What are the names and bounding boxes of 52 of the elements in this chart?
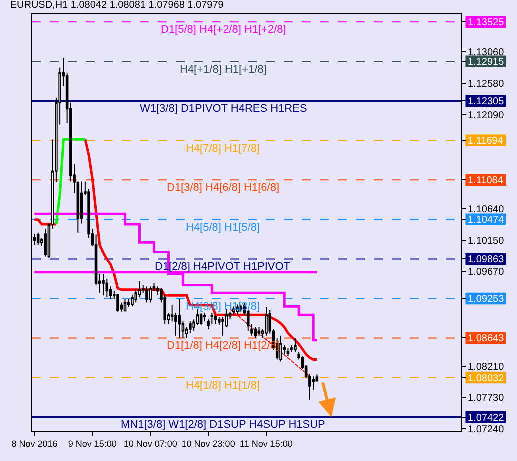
candlestick bbox=[265, 306, 268, 336]
y-tick-label: 1.12580 bbox=[468, 78, 505, 90]
y-tick-label: 1.12090 bbox=[468, 110, 505, 122]
candlestick bbox=[294, 338, 297, 352]
candlestick bbox=[178, 299, 181, 339]
y-tick-label: 1.08210 bbox=[468, 362, 505, 373]
ref-line-label: D1[5/8] H4[+2/8] H1[+2/8] bbox=[161, 24, 286, 36]
candlestick bbox=[286, 348, 290, 358]
y-tick-label: 1.11694 bbox=[468, 136, 504, 148]
y-tick-label: 1.13525 bbox=[468, 18, 505, 29]
y-tick-label: 1.09863 bbox=[468, 254, 505, 266]
y-tick-label: 1.10474 bbox=[468, 215, 505, 226]
ref-line-label: H4[7/8] H1[7/8] bbox=[186, 143, 260, 155]
x-tick-label: 9 Nov 15:00 bbox=[68, 438, 117, 449]
y-tick-label: 1.10640 bbox=[468, 204, 505, 216]
y-tick-label: 1.09253 bbox=[468, 294, 505, 306]
chart-title: EURUSD,H1 1.08042 1.08081 1.07968 1.07979 bbox=[10, 0, 224, 11]
candlestick bbox=[44, 228, 47, 258]
y-tick-label: 1.12305 bbox=[468, 96, 505, 108]
candlestick bbox=[146, 286, 148, 304]
ref-line-label: H4[5/8] H1[5/8] bbox=[186, 222, 260, 234]
ref-line-label: W1[3/8] D1PIVOT H4RES H1RES bbox=[140, 103, 308, 115]
candlestick bbox=[258, 326, 261, 336]
x-tick-label: 10 Nov 07:00 bbox=[124, 438, 178, 449]
candlestick bbox=[214, 314, 218, 325]
x-tick-label: 10 Nov 23:00 bbox=[182, 438, 236, 449]
y-tick-label: 1.07240 bbox=[468, 424, 505, 436]
candlestick bbox=[116, 294, 120, 312]
ref-line-label: H4[1/8] H1[1/8] bbox=[186, 380, 260, 392]
candlestick bbox=[106, 278, 109, 298]
candlestick bbox=[200, 312, 203, 326]
candlestick bbox=[149, 286, 152, 304]
x-tick-label: 11 Nov 15:00 bbox=[240, 438, 293, 449]
y-tick-label: 1.11084 bbox=[468, 176, 504, 187]
y-tick-label: 1.13060 bbox=[468, 48, 505, 59]
y-tick-label: 1.07730 bbox=[468, 392, 505, 404]
ref-line-label: MN1[3/8] W1[2/8] D1SUP H4SUP H1SUP bbox=[121, 419, 326, 431]
y-tick-label: 1.10150 bbox=[468, 236, 505, 248]
ref-line-label: H4[+1/8] H1[+1/8] bbox=[180, 64, 267, 76]
y-tick-label: 1.12915 bbox=[468, 57, 505, 68]
y-tick-label: 1.08643 bbox=[468, 334, 505, 345]
y-tick-label: 1.07422 bbox=[468, 412, 505, 424]
candlestick bbox=[127, 299, 130, 308]
ref-line-label: D1[3/8] H4[6/8] H1[6/8] bbox=[167, 182, 280, 194]
candlestick bbox=[102, 274, 105, 296]
candlestick bbox=[36, 232, 40, 246]
candlestick bbox=[254, 326, 258, 339]
x-tick-label: 8 Nov 2016 bbox=[12, 438, 58, 449]
y-tick-label: 1.09670 bbox=[468, 267, 505, 278]
candlestick bbox=[124, 299, 127, 312]
y-tick-label: 1.08032 bbox=[468, 373, 505, 384]
candlestick bbox=[280, 335, 282, 362]
